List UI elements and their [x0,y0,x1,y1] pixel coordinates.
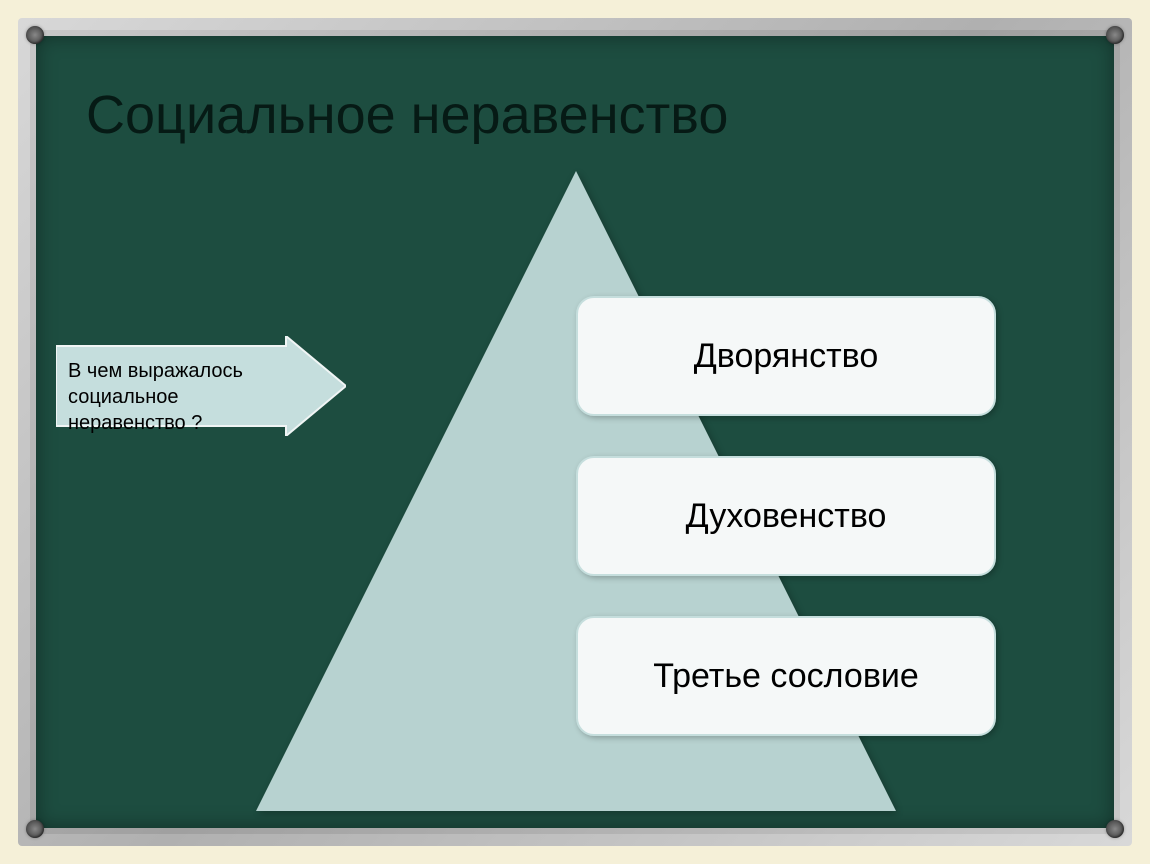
estate-box-1: Дворянство [576,296,996,416]
slide-inner-frame: Социальное неравенство В чем выражалось … [30,30,1120,834]
question-arrow: В чем выражалось социальное неравенство … [56,336,346,436]
estate-label-1: Дворянство [694,336,879,377]
slide-title: Социальное неравенство [86,84,728,146]
slide-outer-frame: Социальное неравенство В чем выражалось … [18,18,1132,846]
estate-boxes: Дворянство Духовенство Третье сословие [576,296,1016,776]
chalkboard: Социальное неравенство В чем выражалось … [36,36,1114,828]
corner-screw-br [1106,820,1124,838]
estate-box-2: Духовенство [576,456,996,576]
corner-screw-bl [26,820,44,838]
corner-screw-tr [1106,26,1124,44]
estate-box-3: Третье сословие [576,616,996,736]
corner-screw-tl [26,26,44,44]
arrow-label: В чем выражалось социальное неравенство … [68,358,283,436]
estate-label-3: Третье сословие [653,656,919,697]
estate-label-2: Духовенство [686,496,887,537]
